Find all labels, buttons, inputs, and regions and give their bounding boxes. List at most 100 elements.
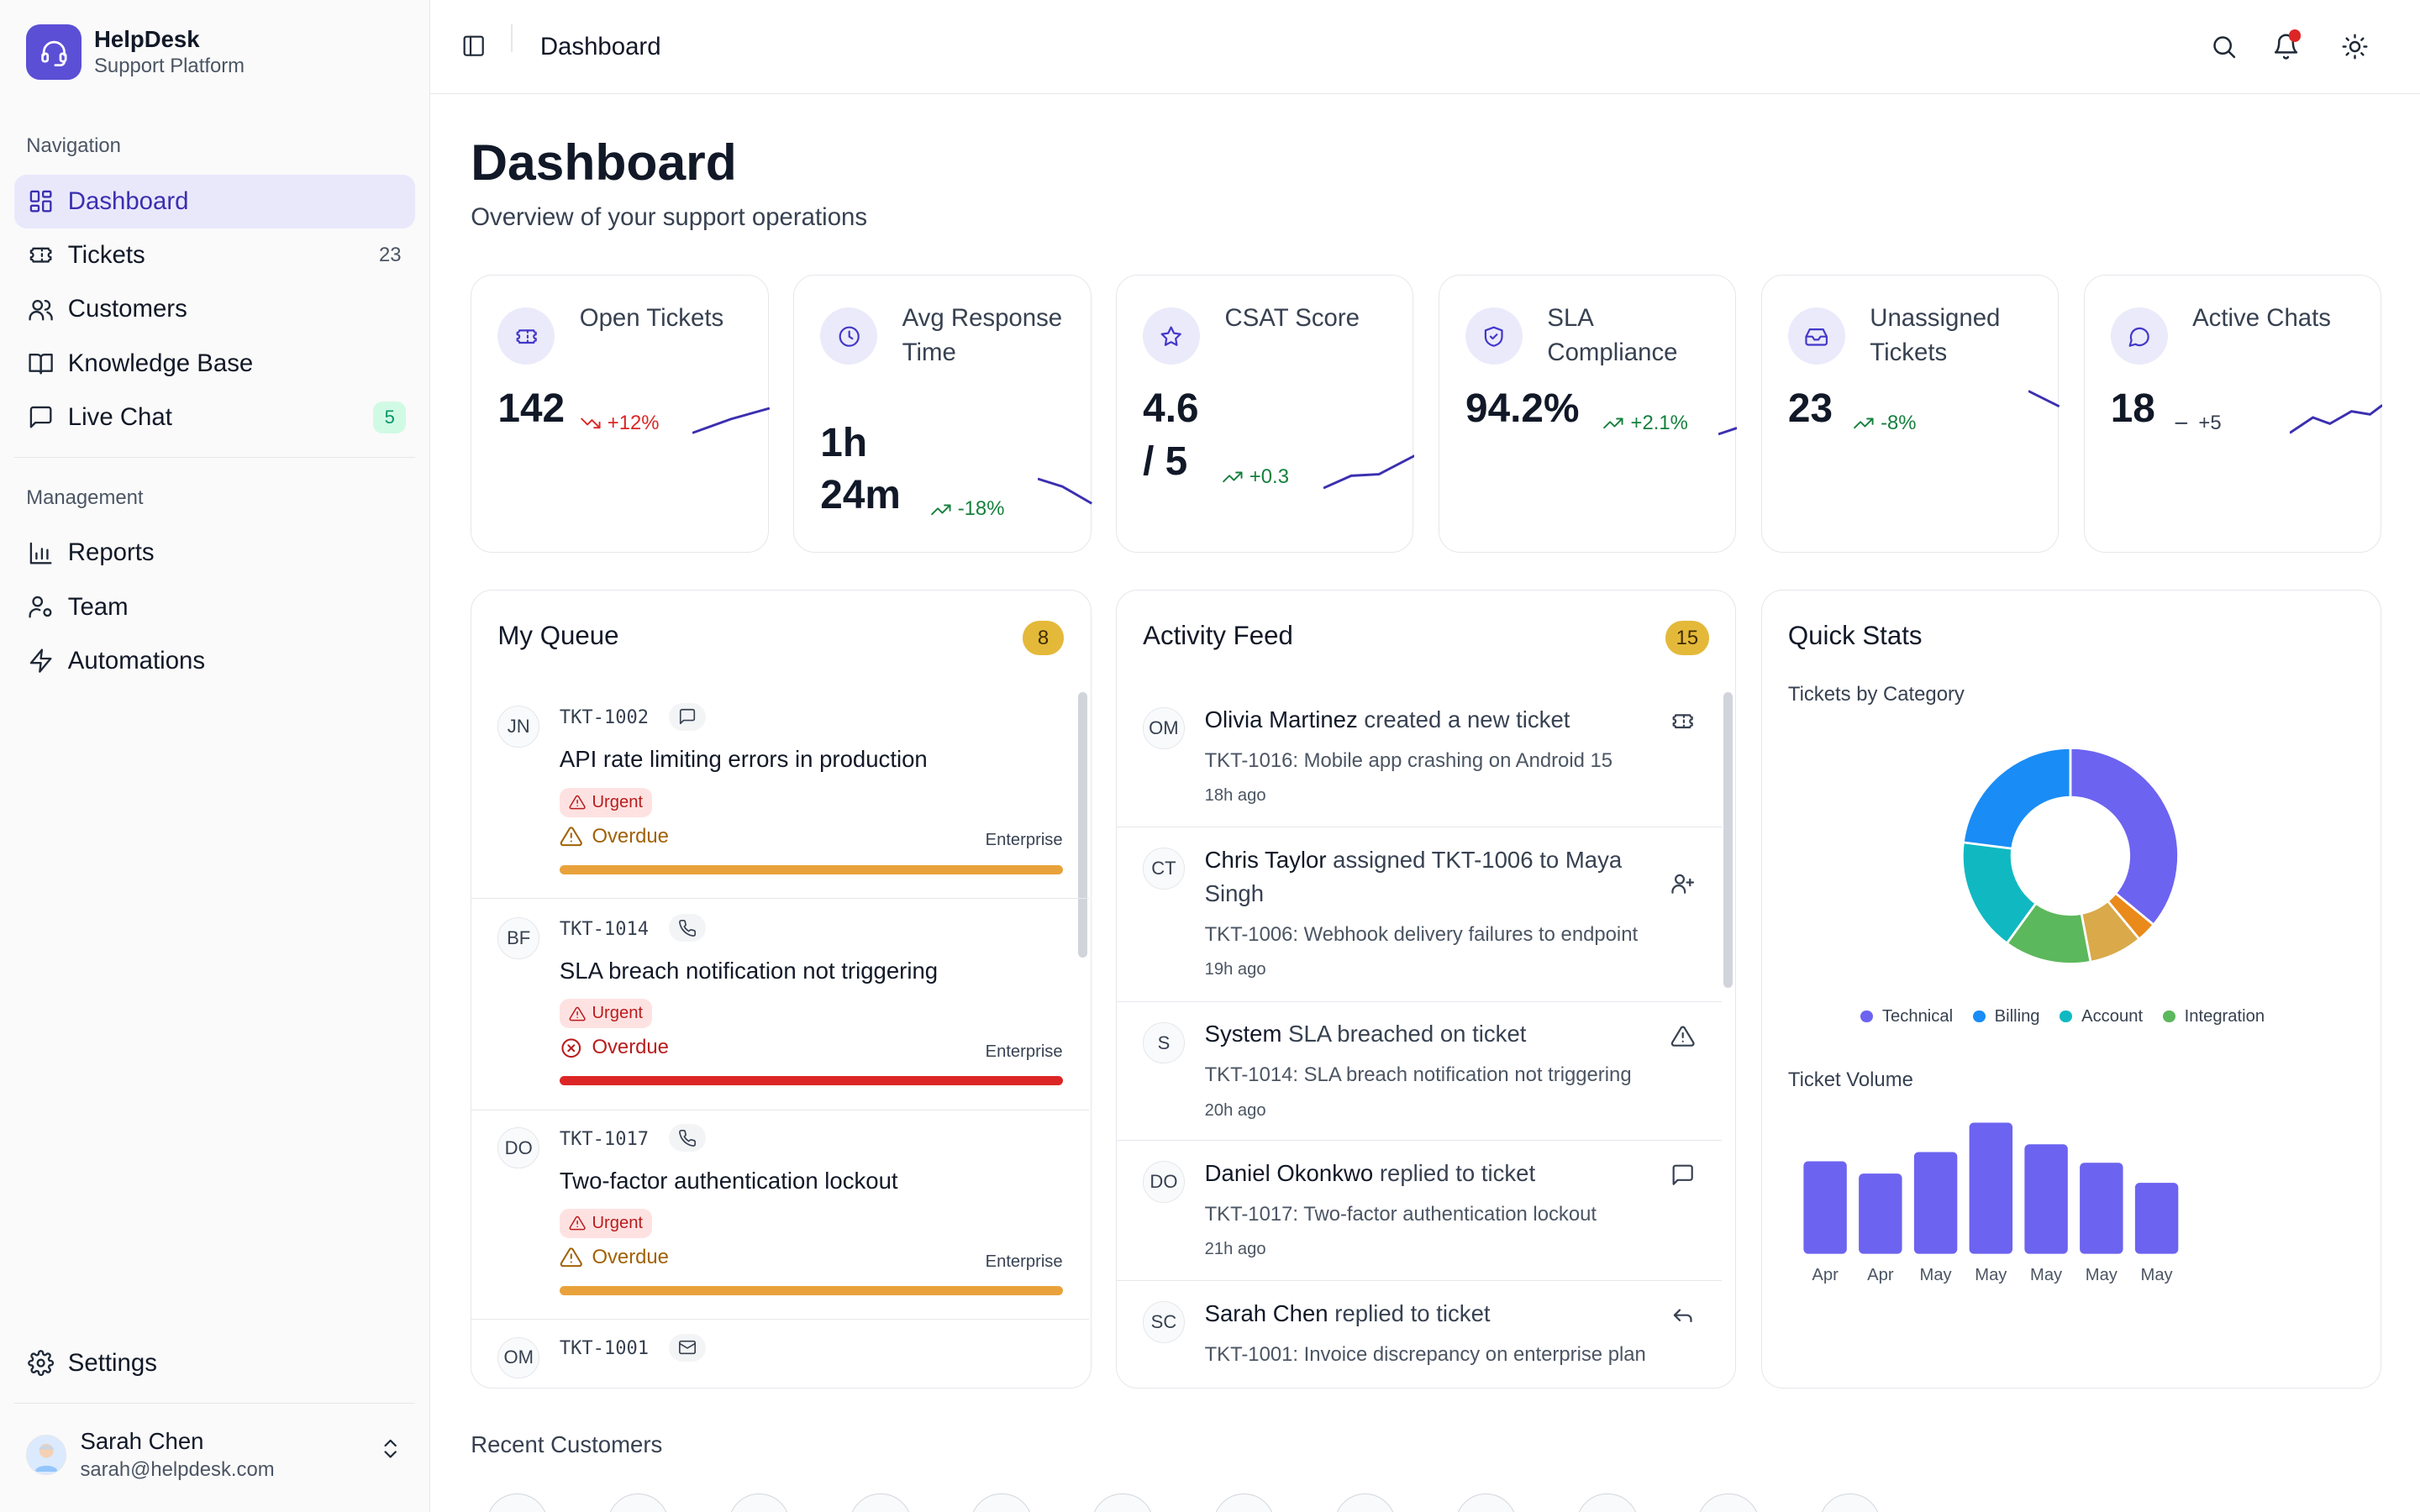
activity-item[interactable]: SC Sarah Chen replied to ticket TKT-1001… <box>1117 1281 1722 1388</box>
sidebar-item-dashboard[interactable]: Dashboard <box>13 174 416 228</box>
notifications-button[interactable] <box>2272 29 2302 60</box>
activity-description: TKT-1017: Two-factor authentication lock… <box>1204 1202 1597 1226</box>
nav-list: Dashboard Tickets 23 Customers Knowledge… <box>13 174 416 444</box>
sidebar-item-live-chat[interactable]: Live Chat 5 <box>14 391 416 444</box>
activity-time: 19h ago <box>1204 960 1266 979</box>
ticket-title: API rate limiting errors in production <box>559 746 928 773</box>
kpi-delta: +2.1% <box>1602 412 1688 435</box>
sidebar-toggle-icon[interactable] <box>461 34 486 58</box>
category-legend: Technical Billing Account Integration <box>1860 1007 2285 1026</box>
theme-toggle-button[interactable] <box>2341 33 2369 60</box>
sparkline <box>2289 404 2382 434</box>
sidebar-item-settings[interactable]: Settings <box>14 1336 416 1390</box>
activity-item[interactable]: OM Olivia Martinez created a new ticket … <box>1116 687 1722 828</box>
volume-bar[interactable] <box>1969 1122 2012 1254</box>
activity-text: Daniel Okonkwo replied to ticket <box>1204 1159 1536 1186</box>
priority-badge: Urgent <box>559 999 653 1029</box>
sidebar-item-knowledge-base[interactable]: Knowledge Base <box>14 336 416 390</box>
kpi-delta: -18% <box>930 497 1004 521</box>
sparkline <box>692 407 770 434</box>
activity-time: 20h ago <box>1204 1100 1266 1120</box>
kpi-csat-score[interactable]: CSAT Score 4.6 / 5 +0.3 <box>1115 274 1415 553</box>
customer-avatar[interactable] <box>1092 1493 1154 1512</box>
trending-up-icon <box>1603 417 1624 428</box>
donut-slice-technical[interactable] <box>2069 746 2180 927</box>
sidebar-item-tickets[interactable]: Tickets 23 <box>14 228 416 282</box>
volume-bar[interactable] <box>1859 1173 1902 1254</box>
activity-item[interactable]: CT Chris Taylor assigned TKT-1006 to May… <box>1116 827 1722 1002</box>
volume-bar[interactable] <box>2080 1163 2123 1254</box>
trending-up-icon <box>930 504 951 515</box>
sidebar-item-automations[interactable]: Automations <box>14 634 416 688</box>
alert-triangle-icon <box>569 1006 586 1021</box>
kpi-open-tickets[interactable]: Open Tickets 142 +12% <box>471 274 770 553</box>
customer-avatar[interactable] <box>607 1493 670 1512</box>
customer-avatar[interactable] <box>850 1493 912 1512</box>
volume-bar[interactable] <box>2134 1182 2179 1254</box>
kpi-sla-compliance[interactable]: SLA Compliance 94.2% +2.1% <box>1438 274 1738 553</box>
sidebar-item-customers[interactable]: Customers <box>14 282 416 336</box>
ticket-id: TKT-1001 <box>559 1338 649 1360</box>
user-menu[interactable]: Sarah Chen sarah@helpdesk.com <box>26 1427 412 1483</box>
kpi-label: Open Tickets <box>579 304 724 333</box>
customer-avatar[interactable] <box>1334 1493 1397 1512</box>
sidebar-item-team[interactable]: Team <box>14 580 416 634</box>
volume-bar[interactable] <box>1803 1161 1847 1254</box>
customer-avatar[interactable] <box>1213 1493 1276 1512</box>
activity-item[interactable]: S System SLA breached on ticket TKT-1014… <box>1116 1002 1722 1142</box>
customer-avatar[interactable] <box>1455 1493 1518 1512</box>
kpi-active-chats[interactable]: Active Chats 18 +5 <box>2083 274 2382 553</box>
kpi-avg-response-time[interactable]: Avg Response Time 1h 24m -18% <box>793 274 1092 553</box>
inbox-icon <box>1787 307 1845 365</box>
sla-progress-bar <box>559 864 1063 874</box>
customer-avatar[interactable] <box>728 1493 791 1512</box>
user-email: sarah@helpdesk.com <box>80 1457 275 1481</box>
customer-avatar[interactable] <box>1697 1493 1760 1512</box>
chevrons-up-down-icon <box>384 1439 397 1458</box>
kpi-unassigned-tickets[interactable]: Unassigned Tickets 23 -8% <box>1760 274 2060 553</box>
sidebar-item-reports[interactable]: Reports <box>14 526 416 580</box>
customer-avatar[interactable] <box>971 1493 1033 1512</box>
activity-time: 18h ago <box>1204 785 1266 805</box>
volume-bar[interactable] <box>1913 1152 1958 1254</box>
avatar: OM <box>1143 707 1185 749</box>
trending-up-icon <box>1854 417 1874 428</box>
brand[interactable]: HelpDesk Support Platform <box>26 24 245 81</box>
avatar <box>26 1435 66 1475</box>
activity-feed-card: Activity Feed 15 OM Olivia Martinez crea… <box>1115 589 1737 1389</box>
activity-scrollbar[interactable] <box>1723 691 1733 989</box>
queue-scrollbar[interactable] <box>1077 691 1087 958</box>
brand-subtitle: Support Platform <box>94 55 245 78</box>
customer-avatar[interactable] <box>1818 1493 1881 1512</box>
customer-avatar[interactable] <box>486 1493 548 1512</box>
ticket-title: Two-factor authentication lockout <box>559 1167 898 1194</box>
queue-item[interactable]: OM TKT-1001 <box>471 1319 1089 1388</box>
avatar: DO <box>1143 1161 1185 1203</box>
volume-tick-label: May <box>2030 1266 2063 1284</box>
user-plus-icon <box>1671 874 1695 894</box>
queue-item[interactable]: JN TKT-1002 API rate limiting errors in … <box>471 687 1089 899</box>
layout-grid-icon <box>29 190 52 213</box>
activity-count-badge: 15 <box>1665 621 1710 655</box>
volume-bar[interactable] <box>2024 1143 2068 1254</box>
search-button[interactable] <box>2210 33 2238 60</box>
user-name: Sarah Chen <box>80 1427 204 1454</box>
volume-tick-label: May <box>1975 1266 2007 1284</box>
volume-tick-label: Apr <box>1812 1266 1839 1284</box>
activity-time: 21h ago <box>1204 1239 1266 1258</box>
user-cog-icon <box>29 596 52 618</box>
avatar: JN <box>497 706 539 748</box>
sparkline <box>1038 477 1092 506</box>
sidebar-item-label: Customers <box>67 295 187 323</box>
ticket-icon <box>29 247 52 263</box>
sidebar-item-label: Knowledge Base <box>67 349 254 377</box>
legend-item: Account <box>2060 1007 2143 1026</box>
customer-avatar[interactable] <box>1576 1493 1639 1512</box>
queue-count-badge: 8 <box>1022 621 1065 655</box>
volume-tick-label: May <box>2140 1266 2173 1284</box>
queue-item[interactable]: BF TKT-1014 SLA breach notification not … <box>471 899 1089 1110</box>
donut-slice-billing[interactable] <box>1961 746 2072 850</box>
queue-item[interactable]: DO TKT-1017 Two-factor authentication lo… <box>471 1109 1089 1320</box>
activity-item[interactable]: DO Daniel Okonkwo replied to ticket TKT-… <box>1116 1141 1722 1282</box>
alert-triangle-icon <box>569 795 586 810</box>
